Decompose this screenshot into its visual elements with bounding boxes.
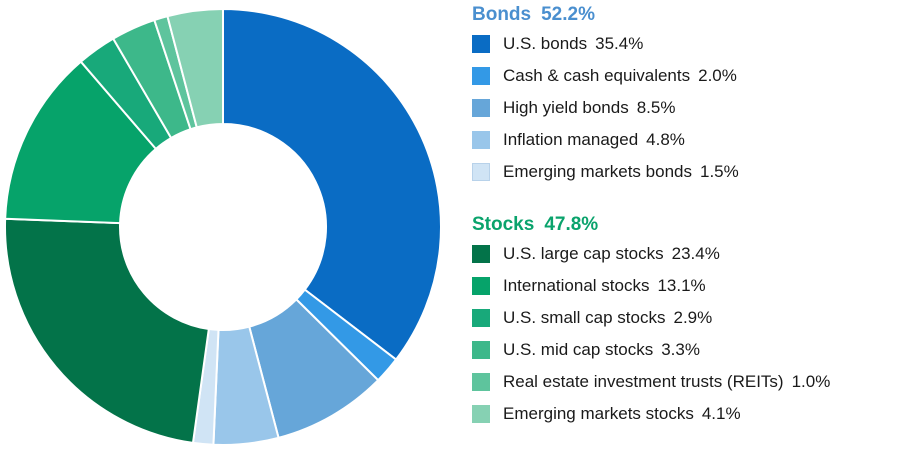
legend-value: 1.5%	[699, 162, 739, 181]
group-total: 47.8%	[544, 214, 599, 235]
legend-swatch	[472, 277, 490, 295]
legend-value: 8.5%	[636, 98, 676, 117]
legend-swatch	[472, 373, 490, 391]
legend-item: Emerging markets bonds 1.5%	[472, 156, 892, 188]
legend-swatch	[472, 99, 490, 117]
legend-label: U.S. mid cap stocks	[503, 340, 654, 359]
legend-bonds: Bonds 52.2% U.S. bonds 35.4% Cash & cash eq…	[472, 2, 892, 188]
group-title-bonds: Bonds 52.2%	[472, 2, 892, 28]
legend-label: Cash & cash equivalents	[503, 66, 691, 85]
legend-value: 4.8%	[646, 130, 685, 149]
legend-item: U.S. small cap stocks 2.9%	[472, 302, 892, 334]
legend-swatch	[472, 341, 490, 359]
legend-label: Real estate investment trusts (REITs)	[503, 372, 784, 391]
legend-swatch	[472, 309, 490, 327]
legend-label: Emerging markets stocks	[503, 404, 694, 423]
legend-item: Cash & cash equivalents 2.0%	[472, 60, 892, 92]
legend-value: 35.4%	[595, 34, 644, 53]
legend-value: 3.3%	[661, 340, 700, 359]
legend-value: 13.1%	[657, 276, 706, 295]
legend-stocks: Stocks 47.8% U.S. large cap stocks 23.4% In…	[472, 212, 892, 430]
legend-value: 1.0%	[791, 372, 831, 391]
legend-item: International stocks 13.1%	[472, 270, 892, 302]
legend-value: 2.0%	[698, 66, 737, 85]
group-name: Stocks	[472, 214, 535, 235]
legend-item: Inflation managed 4.8%	[472, 124, 892, 156]
legend-item: U.S. bonds 35.4%	[472, 28, 892, 60]
legend-label: Inflation managed	[503, 130, 639, 149]
legend-value: 23.4%	[671, 244, 720, 263]
legend-label: U.S. small cap stocks	[503, 308, 666, 327]
legend-label: U.S. large cap stocks	[503, 244, 664, 263]
donut-slice	[222, 7, 442, 361]
legend-swatch	[472, 163, 490, 181]
donut-slice	[4, 217, 210, 445]
legend-item: U.S. mid cap stocks 3.3%	[472, 334, 892, 366]
legend-swatch	[472, 405, 490, 423]
group-total: 52.2%	[541, 4, 595, 25]
donut-chart	[4, 7, 442, 446]
legend-label: High yield bonds	[503, 98, 629, 117]
legend-swatch	[472, 67, 490, 85]
legend-item: High yield bonds 8.5%	[472, 92, 892, 124]
legend-swatch	[472, 245, 490, 263]
legend-label: International stocks	[503, 276, 650, 295]
group-name: Bonds	[472, 4, 532, 25]
legend-swatch	[472, 35, 490, 53]
legend-item: U.S. large cap stocks 23.4%	[472, 238, 892, 270]
donut-slice	[166, 7, 224, 129]
legend-item: Real estate investment trusts (REITs) 1.0…	[472, 366, 892, 398]
legend-item: Emerging markets stocks 4.1%	[472, 398, 892, 430]
legend-label: Emerging markets bonds	[503, 162, 692, 181]
group-title-stocks: Stocks 47.8%	[472, 212, 892, 238]
legend-swatch	[472, 131, 490, 149]
legend-value: 2.9%	[673, 308, 713, 327]
legend-value: 4.1%	[701, 404, 741, 423]
legend-label: U.S. bonds	[503, 34, 588, 53]
